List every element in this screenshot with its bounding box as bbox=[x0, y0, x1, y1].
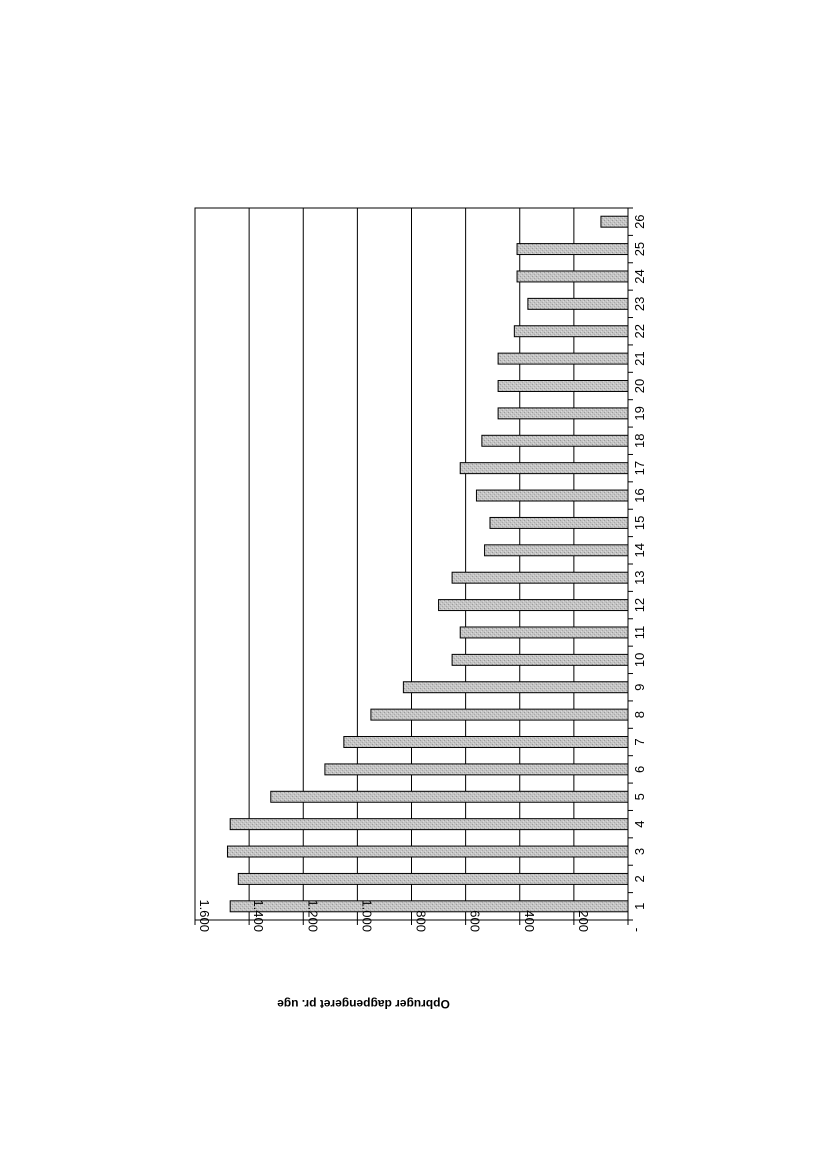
bar bbox=[451, 653, 629, 666]
category-label: 23 bbox=[632, 297, 647, 311]
category-label: 9 bbox=[632, 684, 647, 691]
bar bbox=[438, 599, 629, 612]
category-label: 25 bbox=[632, 242, 647, 256]
bar bbox=[459, 626, 629, 639]
bar bbox=[527, 297, 629, 310]
bar bbox=[497, 380, 629, 392]
bar bbox=[489, 516, 629, 529]
value-tick-label: - bbox=[630, 928, 645, 932]
bar bbox=[475, 489, 629, 502]
category-label: 21 bbox=[632, 351, 647, 365]
bar bbox=[600, 215, 629, 228]
category-label: 11 bbox=[632, 626, 647, 640]
category-label: 8 bbox=[632, 711, 647, 718]
bar bbox=[481, 434, 629, 447]
bar bbox=[516, 270, 629, 283]
value-tick-label: 400 bbox=[522, 910, 537, 932]
bar bbox=[497, 352, 629, 365]
bar bbox=[237, 872, 629, 885]
category-label: 14 bbox=[632, 543, 647, 557]
category-label: 12 bbox=[632, 598, 647, 612]
bar bbox=[497, 407, 629, 420]
category-label: 6 bbox=[632, 766, 647, 773]
category-label: 24 bbox=[632, 269, 647, 283]
axes bbox=[194, 207, 633, 925]
value-tick-label: 200 bbox=[576, 910, 591, 932]
category-label: 4 bbox=[632, 821, 647, 828]
category-label: 26 bbox=[632, 214, 647, 228]
value-tick-label: 600 bbox=[468, 910, 483, 932]
bar bbox=[402, 681, 629, 694]
category-label: 15 bbox=[632, 516, 647, 530]
value-tick-labels: - 200 400 600 800 1.000 1.200 1.400 1.600 bbox=[197, 899, 645, 932]
bar bbox=[513, 325, 629, 338]
bar bbox=[343, 736, 629, 748]
category-label: 5 bbox=[632, 793, 647, 800]
value-tick-label: 1.200 bbox=[305, 899, 320, 932]
category-label: 7 bbox=[632, 738, 647, 745]
bar bbox=[484, 544, 629, 557]
category-label: 19 bbox=[632, 406, 647, 420]
category-label: 10 bbox=[632, 653, 647, 667]
bar bbox=[270, 790, 629, 803]
category-label: 3 bbox=[632, 848, 647, 855]
category-label: 18 bbox=[632, 434, 647, 448]
value-tick-label: 1.600 bbox=[197, 899, 212, 932]
category-label: 22 bbox=[632, 324, 647, 338]
value-tick-label: 800 bbox=[414, 910, 429, 932]
category-labels: 1234567891011121314151617181920212223242… bbox=[632, 214, 647, 909]
bar bbox=[451, 571, 629, 584]
bar bbox=[459, 462, 629, 475]
value-tick-label: 1.000 bbox=[359, 899, 374, 932]
category-label: 20 bbox=[632, 379, 647, 393]
category-label: 17 bbox=[632, 461, 647, 475]
bar bbox=[324, 763, 629, 776]
category-label: 1 bbox=[632, 903, 647, 910]
category-label: 2 bbox=[632, 875, 647, 882]
bar bbox=[229, 818, 629, 831]
gridlines bbox=[194, 208, 575, 920]
bar bbox=[516, 243, 629, 256]
category-label: 13 bbox=[632, 570, 647, 584]
bars bbox=[226, 215, 629, 913]
category-label: 16 bbox=[632, 488, 647, 502]
value-tick-label: 1.400 bbox=[251, 899, 266, 932]
value-axis-title: Opbruger dagpengeret pr. uge bbox=[277, 997, 450, 1011]
bar bbox=[370, 708, 629, 721]
bar bbox=[226, 845, 629, 858]
